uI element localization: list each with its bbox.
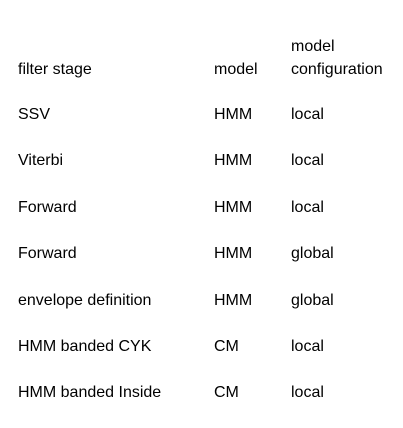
row-model-configuration: global	[291, 245, 334, 263]
table-row: HMM banded CYK CM local	[0, 335, 403, 381]
row-filter-stage: Viterbi	[18, 152, 64, 170]
header-model-configuration-line1: model	[291, 38, 335, 55]
row-filter-stage: SSV	[18, 106, 51, 123]
filter-pipeline-table: filter stage model model configuration S…	[0, 34, 403, 401]
row-filter-stage: HMM banded CYK	[18, 337, 152, 355]
row-model-configuration: local	[291, 384, 324, 402]
row-model-configuration: local	[291, 198, 324, 216]
header-model-configuration: model configuration	[291, 35, 383, 81]
row-model: HMM	[214, 152, 253, 170]
row-model-configuration: local	[291, 106, 324, 123]
row-model: HMM	[214, 106, 253, 123]
table-row: Viterbi HMM local	[0, 149, 403, 195]
table-row: SSV HMM local	[0, 103, 403, 149]
row-model: CM	[214, 337, 239, 355]
row-model: HMM	[214, 245, 253, 263]
row-model: HMM	[214, 198, 253, 216]
table-row: Forward HMM local	[0, 196, 403, 242]
row-filter-stage: envelope definition	[18, 291, 152, 309]
row-model-configuration: global	[291, 291, 334, 309]
row-filter-stage: Forward	[18, 245, 77, 263]
table-body: SSV HMM local Viterbi HMM local Forward …	[0, 103, 403, 428]
row-model: HMM	[214, 291, 253, 309]
header-model: model	[214, 61, 258, 78]
header-model-configuration-line2: configuration	[291, 61, 383, 78]
row-model-configuration: local	[291, 337, 324, 355]
table-row: envelope definition HMM global	[0, 289, 403, 335]
header-filter-stage: filter stage	[18, 61, 92, 78]
row-filter-stage: Forward	[18, 198, 77, 216]
row-model: CM	[214, 384, 239, 402]
table-row: HMM banded Inside CM local	[0, 381, 403, 427]
table-header-row: filter stage model model configuration	[0, 34, 403, 84]
table-row: Forward HMM global	[0, 242, 403, 288]
row-filter-stage: HMM banded Inside	[18, 384, 162, 402]
row-model-configuration: local	[291, 152, 324, 170]
